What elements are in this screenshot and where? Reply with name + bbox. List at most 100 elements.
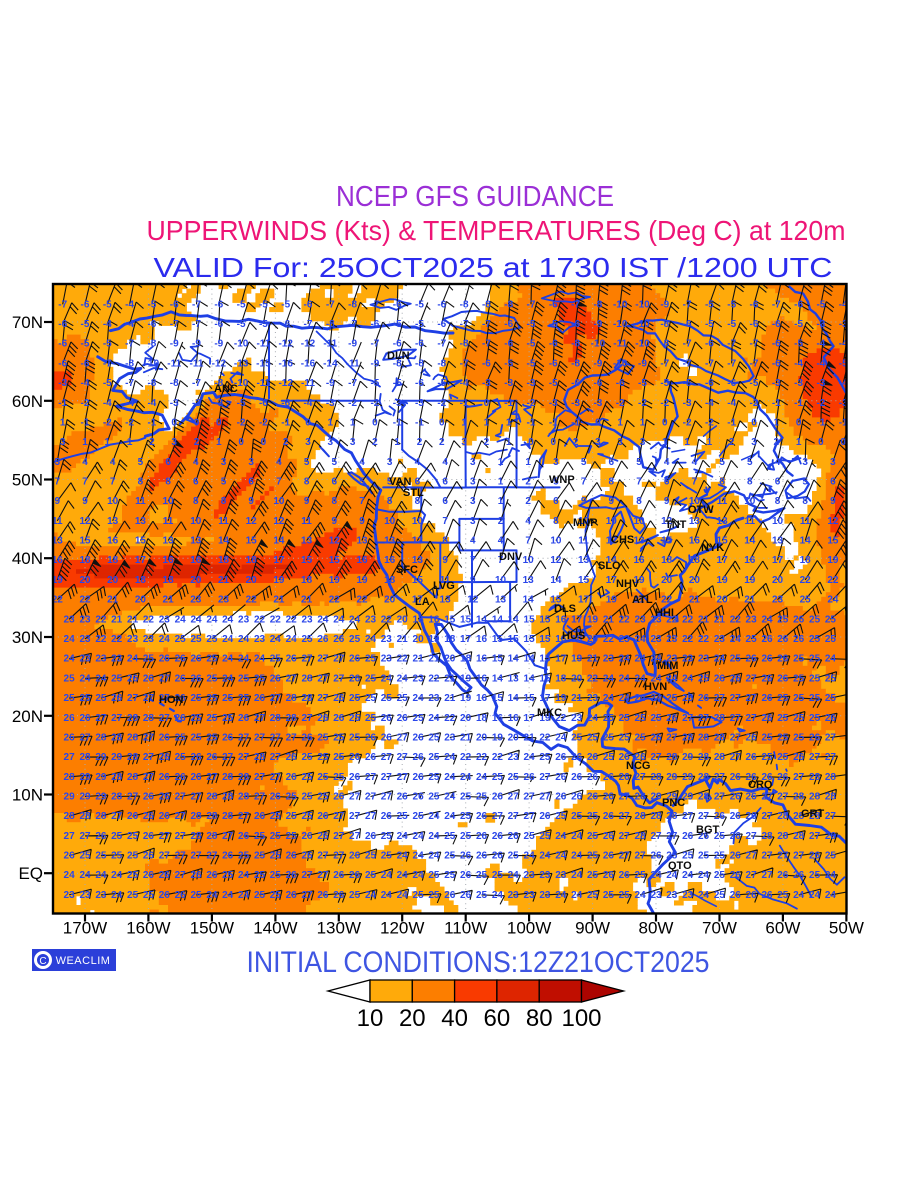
svg-text:26: 26 [539,811,551,822]
svg-text:-8: -8 [147,378,156,389]
svg-text:9: 9 [442,555,448,566]
svg-text:3: 3 [470,457,476,468]
svg-text:6: 6 [609,457,615,468]
svg-text:-4: -4 [125,398,134,409]
svg-text:3: 3 [470,516,476,527]
svg-text:25: 25 [270,654,282,665]
svg-text:25: 25 [682,851,694,862]
svg-text:-7: -7 [304,319,313,330]
svg-text:4: 4 [110,457,116,468]
svg-text:27: 27 [761,811,773,822]
svg-text:13: 13 [190,536,202,547]
svg-text:-9: -9 [170,339,179,350]
svg-text:-3: -3 [571,398,580,409]
svg-text:-6: -6 [616,378,625,389]
svg-text:27: 27 [254,732,266,743]
svg-text:26: 26 [349,772,361,783]
svg-text:-10: -10 [591,339,606,350]
svg-text:-3: -3 [839,398,848,409]
svg-text:3: 3 [595,437,601,448]
svg-text:-6: -6 [549,358,558,369]
svg-text:-7: -7 [750,339,759,350]
svg-text:-16: -16 [301,358,316,369]
svg-text:27: 27 [635,772,647,783]
svg-text:CHS: CHS [611,534,634,546]
svg-text:1: 1 [707,437,713,448]
svg-text:26: 26 [143,831,155,842]
svg-text:14: 14 [476,614,488,625]
svg-text:-9: -9 [660,299,669,310]
svg-text:-6: -6 [794,299,803,310]
svg-text:1: 1 [684,437,690,448]
svg-text:27: 27 [730,693,742,704]
svg-text:17: 17 [135,555,147,566]
svg-text:-8: -8 [460,299,469,310]
svg-text:25: 25 [349,713,361,724]
svg-text:24: 24 [635,890,647,901]
svg-text:26: 26 [746,890,758,901]
svg-text:24: 24 [64,634,76,645]
svg-text:28: 28 [698,752,710,763]
svg-text:27: 27 [746,693,758,704]
svg-text:-5: -5 [259,299,268,310]
svg-text:24: 24 [635,654,647,665]
svg-text:20: 20 [397,614,409,625]
svg-text:25: 25 [809,713,821,724]
svg-text:-6: -6 [281,319,290,330]
svg-text:26: 26 [143,673,155,684]
svg-text:14: 14 [508,654,520,665]
svg-text:-5: -5 [415,299,424,310]
svg-text:7: 7 [110,477,116,488]
svg-text:HUS: HUS [562,630,585,642]
svg-text:13: 13 [508,673,520,684]
svg-text:26: 26 [175,673,187,684]
svg-text:3: 3 [171,437,177,448]
svg-text:120W: 120W [380,919,424,938]
svg-text:19: 19 [606,595,618,606]
svg-text:24: 24 [476,772,488,783]
svg-text:27: 27 [508,792,520,803]
svg-text:26: 26 [413,732,425,743]
svg-text:10: 10 [578,516,590,527]
svg-text:22: 22 [143,614,155,625]
svg-text:24: 24 [206,614,218,625]
svg-text:27: 27 [159,831,171,842]
svg-text:25: 25 [777,693,789,704]
svg-text:6: 6 [553,496,559,507]
svg-text:14: 14 [524,654,536,665]
svg-text:26: 26 [349,673,361,684]
svg-text:6: 6 [415,477,421,488]
svg-text:-2: -2 [660,398,669,409]
svg-text:28: 28 [777,811,789,822]
svg-text:5: 5 [55,457,61,468]
svg-text:26: 26 [761,713,773,724]
svg-text:25: 25 [508,851,520,862]
svg-text:25: 25 [428,890,440,901]
svg-text:3: 3 [802,457,808,468]
svg-text:25: 25 [793,732,805,743]
svg-text:-7: -7 [750,358,759,369]
svg-text:HVN: HVN [644,681,667,693]
svg-text:5: 5 [747,457,753,468]
svg-text:-6: -6 [705,378,714,389]
svg-text:26: 26 [413,792,425,803]
svg-text:-5: -5 [504,358,513,369]
svg-text:8: 8 [387,496,393,507]
svg-text:15: 15 [135,536,147,547]
svg-text:29: 29 [64,792,76,803]
svg-text:-16: -16 [278,358,293,369]
svg-text:7: 7 [470,555,476,566]
svg-text:27: 27 [79,831,91,842]
svg-text:5: 5 [359,477,365,488]
svg-text:25: 25 [587,831,599,842]
svg-text:16: 16 [384,555,396,566]
svg-text:23: 23 [635,614,647,625]
svg-text:-9: -9 [348,339,357,350]
svg-text:23: 23 [571,713,583,724]
svg-text:3: 3 [830,457,836,468]
svg-text:NCEP GFS GUIDANCE: NCEP GFS GUIDANCE [336,181,614,213]
svg-text:20: 20 [384,595,396,606]
svg-text:23: 23 [539,890,551,901]
svg-text:25: 25 [587,811,599,822]
svg-text:25: 25 [79,851,91,862]
